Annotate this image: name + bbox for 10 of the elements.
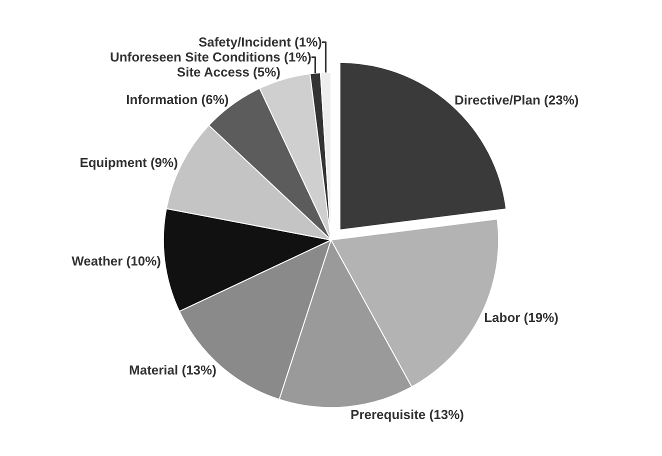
slice-label: Safety/Incident (1%) bbox=[198, 34, 322, 50]
slice-label: Material (13%) bbox=[128, 362, 216, 378]
slice-label: Information (6%) bbox=[126, 92, 229, 108]
slice-label: Labor (19%) bbox=[484, 310, 558, 326]
slice-label: Equipment (9%) bbox=[80, 154, 178, 170]
slice-label: Weather (10%) bbox=[72, 254, 161, 269]
slice-label: Site Access (5%) bbox=[176, 64, 280, 80]
slice-label: Prerequisite (13%) bbox=[350, 406, 464, 422]
slice-label: Unforeseen Site Conditions (1%) bbox=[110, 50, 312, 65]
slice-label: Directive/Plan (23%) bbox=[454, 92, 579, 108]
